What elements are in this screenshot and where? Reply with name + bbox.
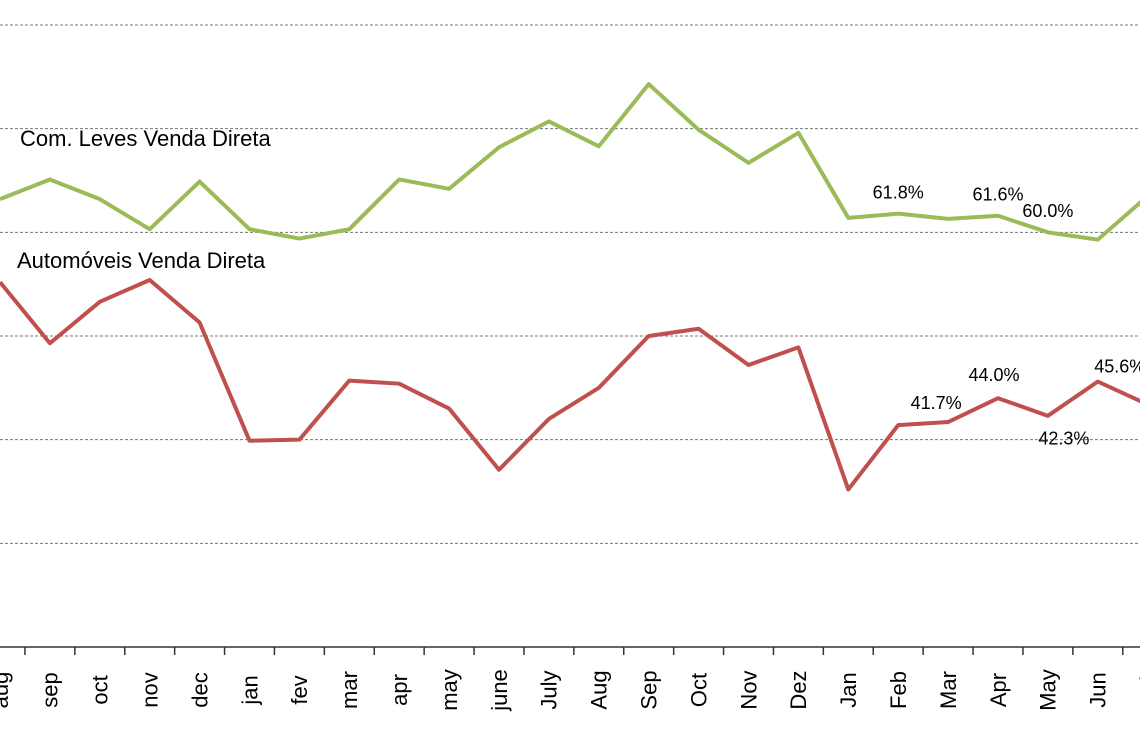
value-label: 42.3% xyxy=(1038,429,1089,449)
x-tick-label: may xyxy=(437,669,462,711)
value-label: 41.7% xyxy=(911,393,962,413)
x-tick-label: Jul xyxy=(1136,676,1140,704)
x-tick-label: apr xyxy=(387,674,412,706)
x-tick-label: Jan xyxy=(836,672,861,707)
x-tick-label: june xyxy=(487,669,512,712)
x-tick-label: Mar xyxy=(936,671,961,709)
x-tick-label: Apr xyxy=(986,673,1011,707)
x-tick-label: May xyxy=(1036,669,1061,711)
x-tick-label: dec xyxy=(187,672,212,707)
x-tick-label: sep xyxy=(38,672,63,707)
x-tick-label: oct xyxy=(88,675,113,704)
series-line xyxy=(0,82,1140,242)
x-tick-label: jan xyxy=(237,675,262,705)
x-tick-label: Oct xyxy=(686,673,711,707)
value-label: 61.6% xyxy=(972,184,1023,204)
x-tick-label: July xyxy=(537,670,562,709)
x-tick-label: mar xyxy=(337,671,362,709)
x-tick-label: Feb xyxy=(886,671,911,709)
x-tick-label: fev xyxy=(287,675,312,704)
value-label: 60.0% xyxy=(1022,201,1073,221)
x-tick-label: aug xyxy=(0,672,13,709)
x-tick-label: Nov xyxy=(736,670,761,709)
value-label: 61.8% xyxy=(873,182,924,202)
series-label: Automóveis Venda Direta xyxy=(17,248,266,273)
x-tick-label: Dez xyxy=(786,670,811,709)
x-tick-label: Aug xyxy=(587,670,612,709)
series-label: Com. Leves Venda Direta xyxy=(20,126,271,151)
value-label: 45.6% xyxy=(1094,356,1140,376)
x-tick-label: nov xyxy=(138,672,163,707)
series-line xyxy=(0,278,1140,492)
x-tick-label: Sep xyxy=(637,670,662,709)
value-label: 44.0% xyxy=(968,365,1019,385)
x-tick-label: Jun xyxy=(1086,672,1111,707)
